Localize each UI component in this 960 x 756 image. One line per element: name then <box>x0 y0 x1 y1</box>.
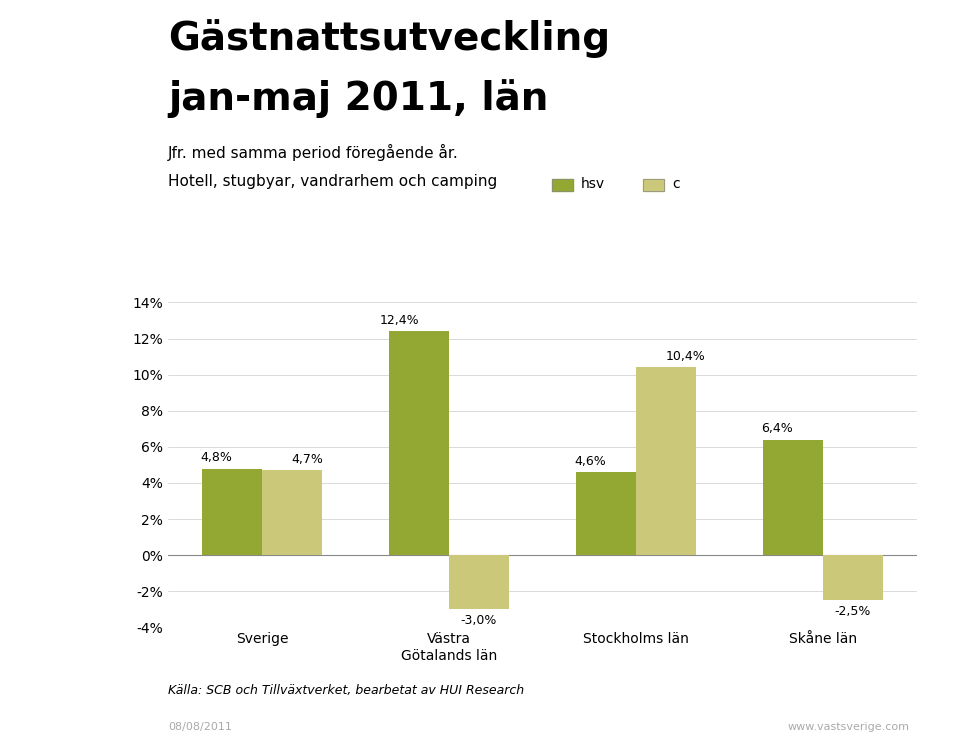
Bar <box>576 472 636 555</box>
Text: 6,4%: 6,4% <box>761 422 793 435</box>
Text: 4,7%: 4,7% <box>292 453 324 466</box>
Text: Hotell, stugbyar, vandrarhem och camping: Hotell, stugbyar, vandrarhem och camping <box>168 174 497 189</box>
Text: 10,4%: 10,4% <box>666 350 706 363</box>
Text: www.vastsverige.com: www.vastsverige.com <box>787 722 909 732</box>
Bar <box>823 555 883 600</box>
Text: 12,4%: 12,4% <box>379 314 419 327</box>
Text: c: c <box>672 178 680 191</box>
Text: 4,8%: 4,8% <box>200 451 232 464</box>
Text: hsv: hsv <box>581 178 605 191</box>
Text: jan-maj 2011, län: jan-maj 2011, län <box>168 79 548 118</box>
Bar <box>763 440 823 555</box>
Text: Gästnattsutveckling: Gästnattsutveckling <box>168 19 611 57</box>
Bar <box>202 469 262 555</box>
Text: 6: 6 <box>917 714 931 733</box>
Text: 4,6%: 4,6% <box>574 454 606 468</box>
Bar <box>636 367 696 555</box>
Text: -2,5%: -2,5% <box>834 605 871 618</box>
Bar <box>449 555 509 609</box>
Text: Källa: SCB och Tillväxtverket, bearbetat av HUI Research: Källa: SCB och Tillväxtverket, bearbetat… <box>168 684 524 697</box>
Bar <box>262 470 322 555</box>
Text: 08/08/2011: 08/08/2011 <box>168 722 232 732</box>
Bar <box>389 331 449 555</box>
Text: -3,0%: -3,0% <box>461 614 497 627</box>
Text: Jfr. med samma period föregående år.: Jfr. med samma period föregående år. <box>168 144 459 161</box>
